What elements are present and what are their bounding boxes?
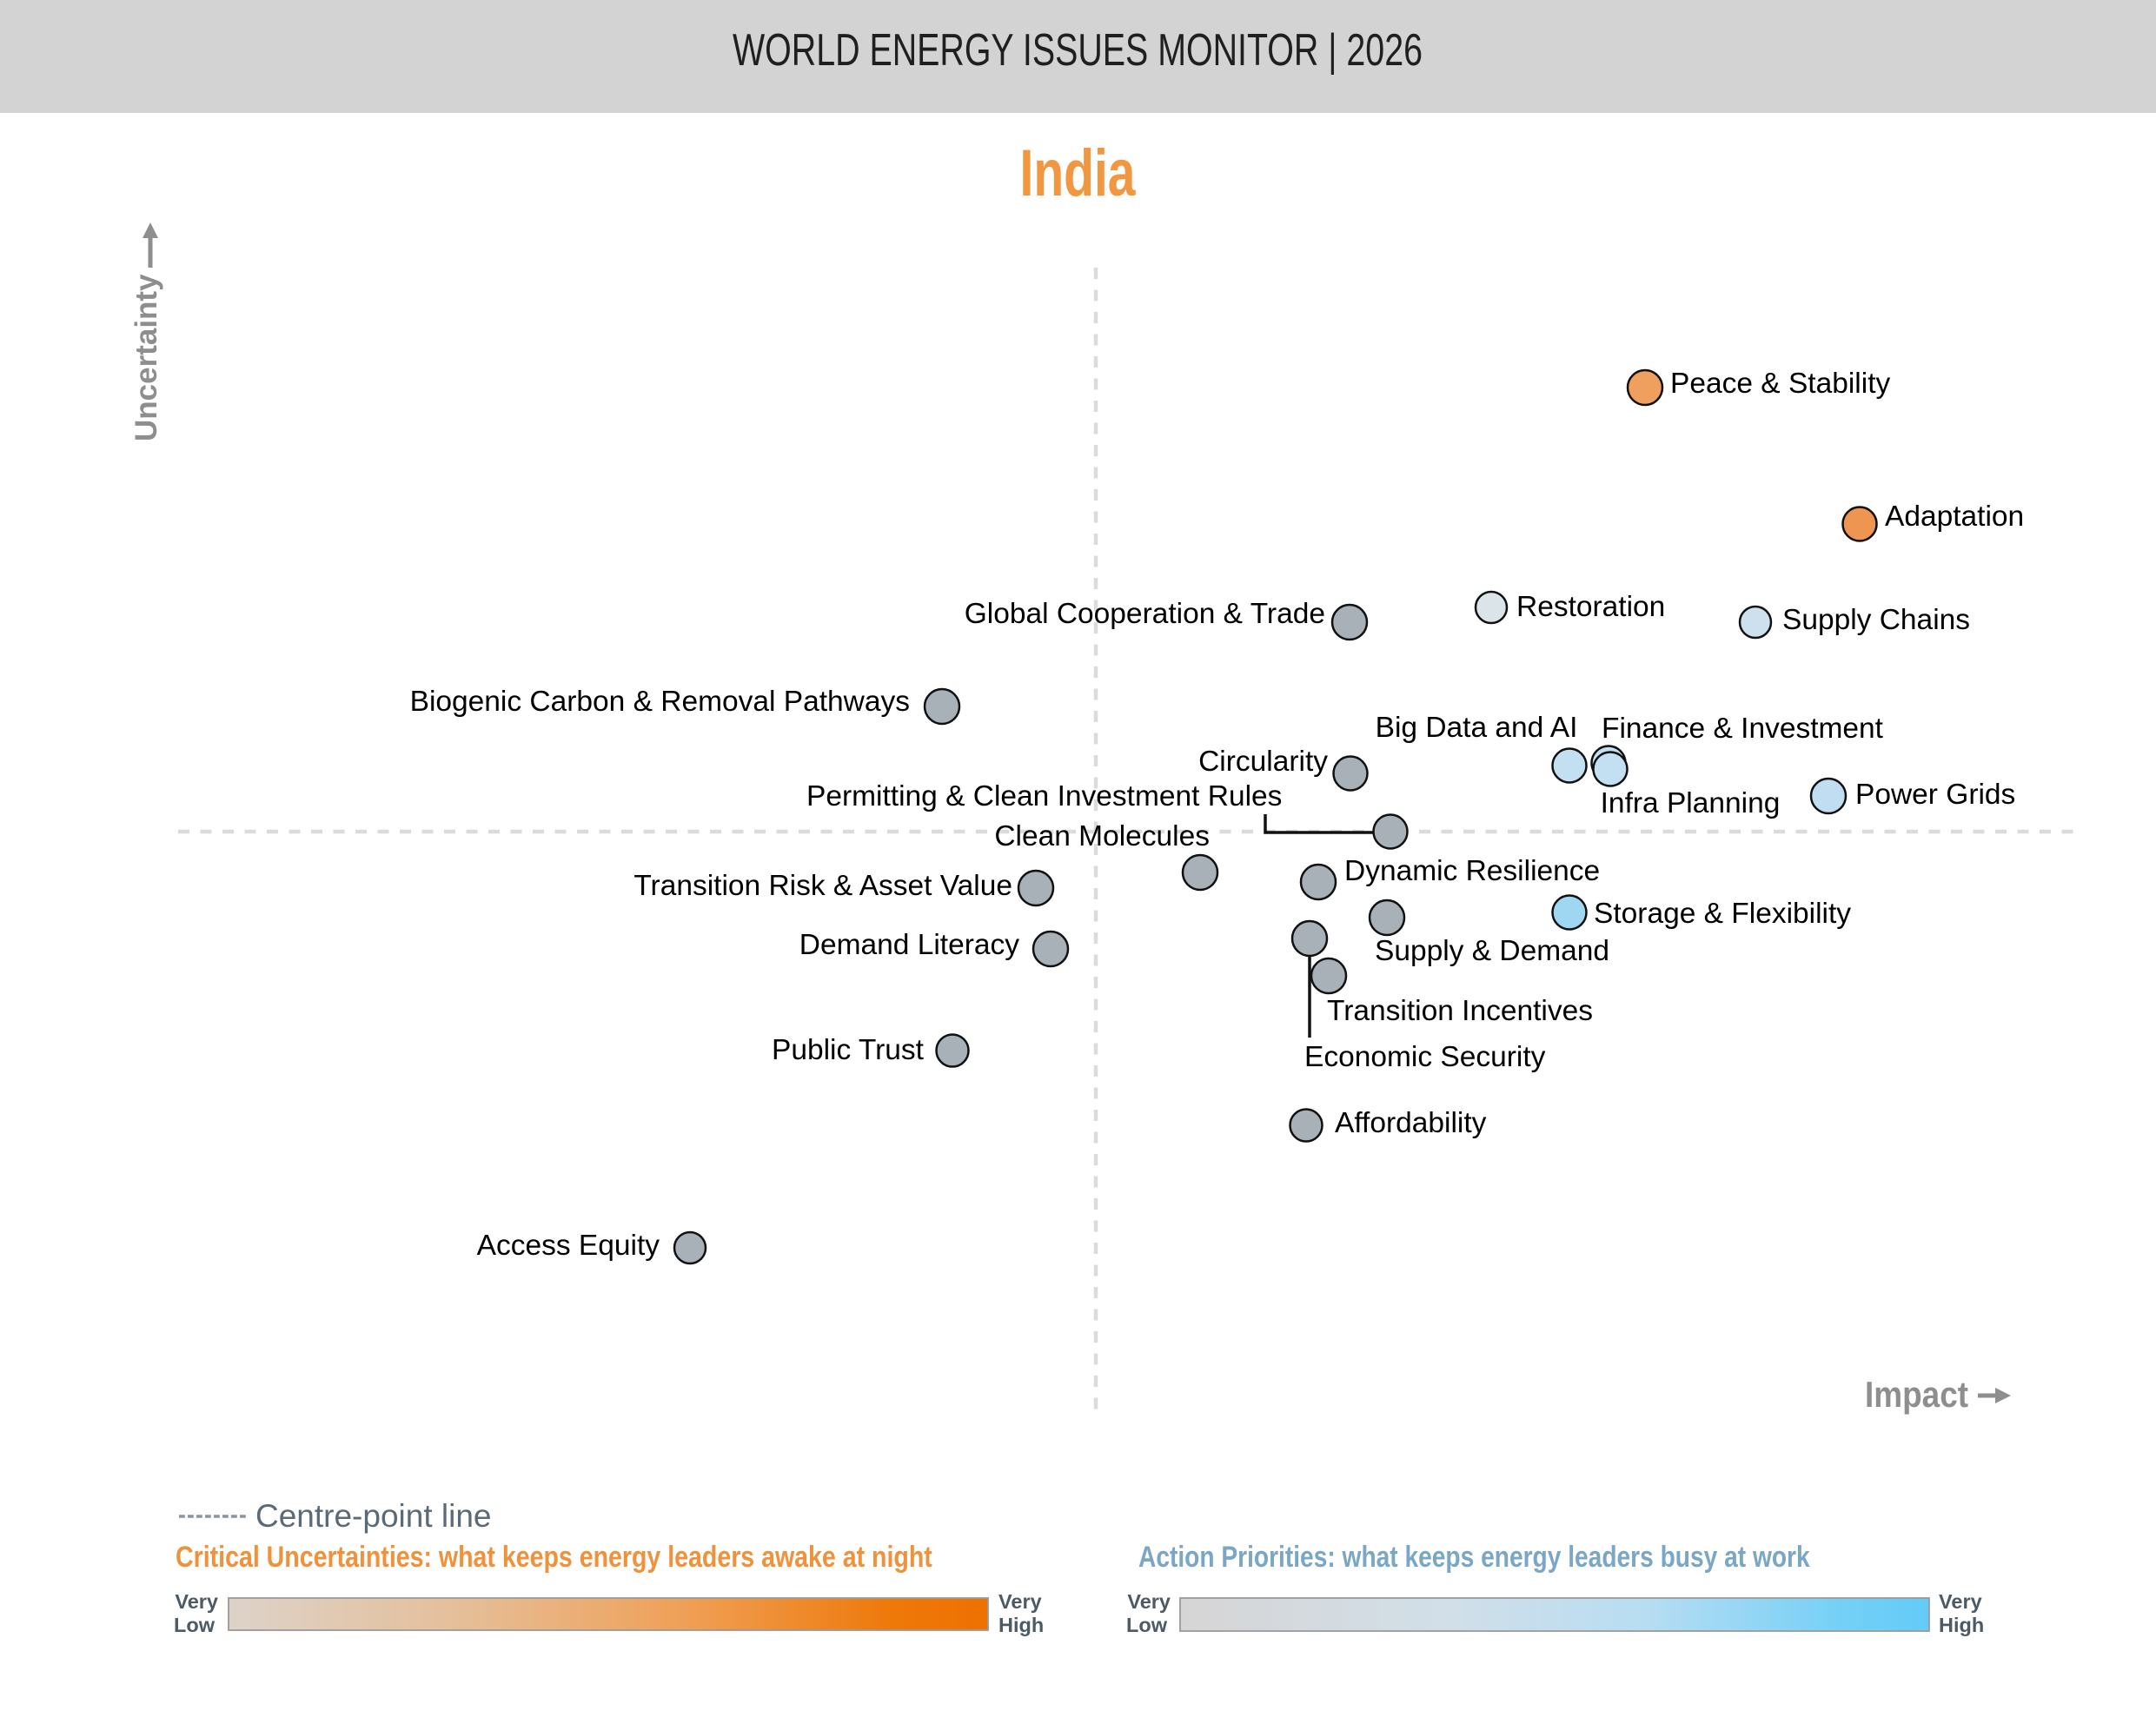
svg-text:Action Priorities: what keeps: Action Priorities: what keeps energy lea… (1138, 1541, 1810, 1574)
svg-text:Biogenic Carbon & Removal Path: Biogenic Carbon & Removal Pathways (410, 686, 910, 718)
svg-text:Economic Security: Economic Security (1304, 1041, 1546, 1073)
svg-text:Power Grids: Power Grids (1855, 779, 2015, 811)
svg-text:Adaptation: Adaptation (1885, 501, 2024, 533)
svg-text:Storage & Flexibility: Storage & Flexibility (1594, 898, 1851, 930)
svg-text:Big Data and AI: Big Data and AI (1376, 712, 1578, 744)
svg-text:Low: Low (174, 1614, 216, 1636)
svg-text:Impact: Impact (1865, 1375, 1968, 1416)
svg-text:Critical Uncertainties: what k: Critical Uncertainties: what keeps energ… (176, 1541, 932, 1574)
svg-text:Circularity: Circularity (1198, 746, 1328, 778)
svg-text:Access Equity: Access Equity (477, 1230, 660, 1262)
svg-text:High: High (1939, 1614, 1984, 1636)
svg-text:Supply Chains: Supply Chains (1782, 604, 1970, 636)
svg-text:Dynamic Resilience: Dynamic Resilience (1344, 855, 1600, 887)
svg-text:Global Cooperation & Trade: Global Cooperation & Trade (965, 598, 1325, 630)
svg-text:Supply & Demand: Supply & Demand (1375, 935, 1609, 967)
svg-text:Public Trust: Public Trust (772, 1034, 925, 1066)
svg-text:WORLD ENERGY ISSUES MONITOR |: WORLD ENERGY ISSUES MONITOR | 2026 (733, 24, 1423, 76)
svg-text:Low: Low (1126, 1614, 1168, 1636)
svg-text:Very: Very (998, 1590, 1042, 1613)
svg-text:Clean Molecules: Clean Molecules (994, 820, 1210, 852)
svg-text:Very: Very (175, 1590, 218, 1613)
svg-text:Peace & Stability: Peace & Stability (1670, 368, 1890, 400)
svg-text:Affordability: Affordability (1335, 1107, 1487, 1139)
svg-text:Restoration: Restoration (1516, 591, 1665, 623)
svg-text:Demand Literacy: Demand Literacy (799, 929, 1019, 961)
svg-text:Finance & Investment: Finance & Investment (1602, 713, 1884, 745)
svg-text:Very: Very (1127, 1590, 1171, 1613)
svg-text:Transition Incentives: Transition Incentives (1327, 995, 1593, 1027)
svg-text:Infra Planning: Infra Planning (1601, 787, 1781, 819)
svg-text:Transition Risk & Asset Value: Transition Risk & Asset Value (634, 870, 1012, 902)
svg-text:Permitting & Clean Investment: Permitting & Clean Investment Rules (806, 780, 1282, 812)
svg-text:Centre-point line: Centre-point line (255, 1498, 491, 1534)
svg-text:Uncertainty: Uncertainty (129, 274, 163, 441)
svg-text:Very: Very (1939, 1590, 1982, 1613)
svg-text:India: India (1020, 136, 1137, 210)
svg-text:High: High (998, 1614, 1044, 1636)
